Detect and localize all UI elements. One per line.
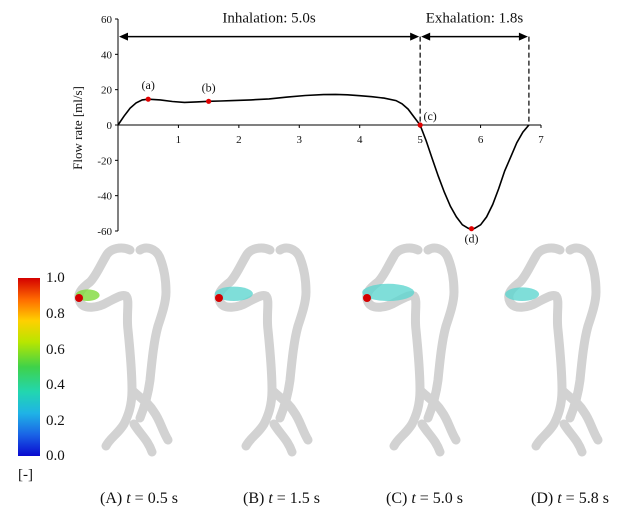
injection-source-marker [363, 294, 371, 302]
time-point-label: (b) [202, 80, 216, 94]
caption-d: (D) t = 5.8 s [531, 490, 609, 507]
colorbar-label-0.6: 0.6 [46, 342, 65, 358]
time-point-marker [206, 98, 212, 104]
injection-source-marker [75, 294, 83, 302]
caption-a: (A) t = 0.5 s [100, 490, 178, 507]
time-point-marker [145, 96, 151, 102]
colorbar-label-0.2: 0.2 [46, 413, 65, 429]
airway-model-c [358, 240, 488, 480]
y-axis-label: Flow rate [ml/s] [70, 86, 85, 170]
airway-tube [74, 243, 173, 457]
time-point-label: (c) [423, 109, 436, 123]
colorbar-label-0.0: 0.0 [46, 448, 65, 464]
time-points: (a) (b) (c) (d) [142, 78, 479, 245]
y-tick-label: 40 [101, 49, 113, 61]
flow-rate-series-line [117, 93, 530, 230]
y-tick-label: 60 [101, 14, 113, 26]
airway-tube [362, 243, 461, 457]
x-tick-label: 5 [417, 134, 423, 146]
time-point-marker [417, 122, 423, 128]
arrow-head-right [410, 32, 420, 41]
particle-concentration-cloud [505, 287, 540, 301]
airway-tube [214, 243, 313, 457]
x-tick-label: 7 [538, 134, 544, 146]
particle-concentration-cloud [214, 286, 253, 301]
airway-tube [504, 243, 603, 457]
x-tick-label: 3 [297, 134, 303, 146]
phase-label: Exhalation: 1.8s [426, 11, 524, 27]
caption-c: (C) t = 5.0 s [386, 490, 464, 507]
arrow-head-right [518, 32, 528, 41]
arrow-head-left [119, 32, 128, 41]
x-tick-label: 2 [236, 134, 242, 146]
colorbar [18, 278, 40, 456]
particle-concentration-cloud [362, 283, 415, 301]
airway-model-a [70, 240, 200, 480]
airway-model-b [210, 240, 340, 480]
colorbar-unit: [-] [18, 467, 33, 483]
airway-geometry [214, 243, 313, 457]
flow-rate-chart: 60 40 20 0 -20 -40 -60 1 2 3 4 5 6 7 Inhalation: 5.0s… [70, 11, 544, 245]
time-point-marker [468, 226, 475, 232]
x-tick-label: 4 [357, 134, 363, 146]
x-tick-label: 6 [478, 134, 484, 146]
time-point-label: (d) [465, 232, 479, 245]
y-tick-label: -20 [97, 155, 112, 167]
x-tick-label: 1 [176, 134, 182, 146]
airway-geometry [362, 243, 461, 457]
colorbar-label-0.4: 0.4 [46, 377, 65, 393]
axes: 60 40 20 0 -20 -40 -60 1 2 3 4 5 6 7 [97, 14, 544, 238]
y-tick-label: 0 [107, 120, 113, 132]
colorbar-label-1.0: 1.0 [46, 270, 65, 286]
injection-source-marker [215, 294, 223, 302]
airway-model-d [500, 240, 630, 480]
y-tick-label: 20 [101, 85, 113, 97]
phase-label: Inhalation: 5.0s [222, 11, 315, 27]
airway-geometry [74, 243, 173, 457]
y-tick-label: -40 [97, 191, 112, 203]
airway-model-row [0, 240, 638, 480]
arrow-head-left [421, 32, 431, 41]
y-tick-label: -60 [97, 226, 112, 238]
airway-geometry [504, 243, 603, 457]
phase-annotations: Inhalation: 5.0s Exhalation: 1.8s [119, 11, 530, 125]
time-point-label: (a) [142, 78, 155, 92]
caption-b: (B) t = 1.5 s [243, 490, 321, 507]
colorbar-label-0.8: 0.8 [46, 306, 65, 322]
